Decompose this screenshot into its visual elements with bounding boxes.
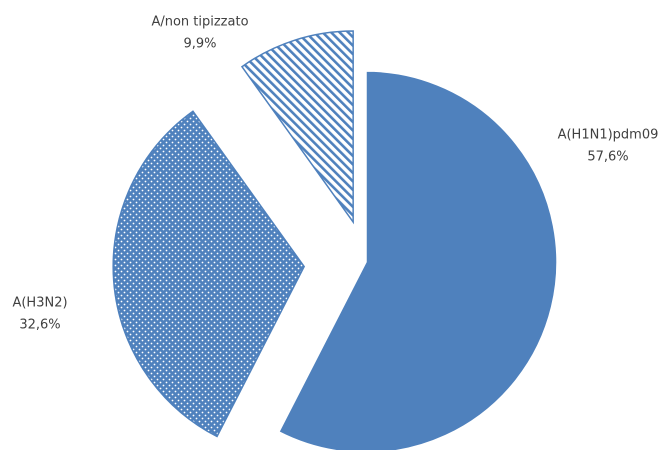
pie-slice — [240, 30, 354, 225]
pie-slice — [112, 110, 306, 438]
slice-label: A(H1N1)pdm09 — [558, 128, 659, 143]
slice-label: A(H3N2) — [12, 296, 67, 311]
slice-value-label: 32,6% — [19, 318, 60, 333]
slice-value-label: 9,9% — [183, 37, 216, 52]
slice-value-label: 57,6% — [587, 150, 628, 165]
slice-label: A/non tipizzato — [151, 15, 248, 30]
